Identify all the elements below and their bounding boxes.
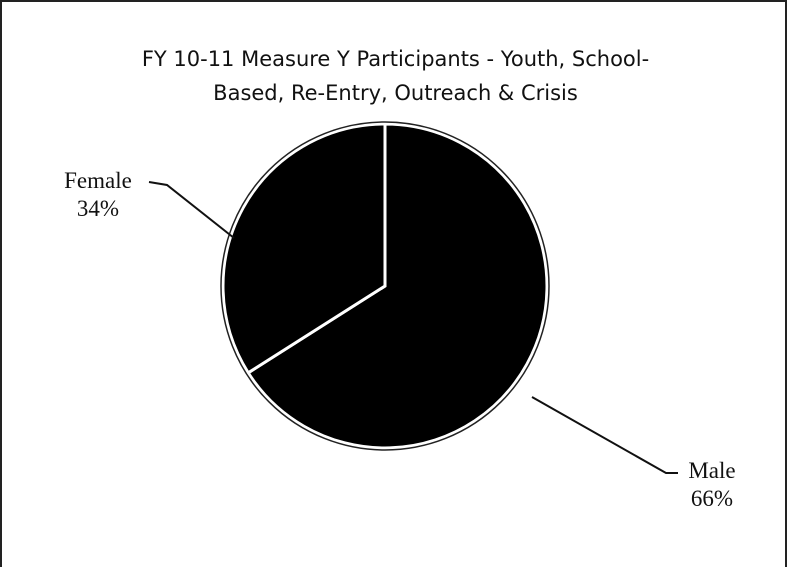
pie-outline [220,121,550,451]
chart-title-line-1: FY 10-11 Measure Y Participants - Youth,… [141,47,650,71]
slice-label-male: Male [688,458,735,483]
chart-title-line-2: Based, Re-Entry, Outreach & Crisis [213,81,578,105]
pie-slice-female [221,122,387,375]
leader-line-male [531,396,678,474]
slice-label-female: Female [64,168,132,193]
slice-value-male: 66% [691,486,733,511]
leader-line-female [148,181,235,239]
chart-title: FY 10-11 Measure Y Participants - Youth,… [42,42,749,110]
slice-value-female: 34% [77,196,119,221]
pie-slice-male [246,122,549,450]
